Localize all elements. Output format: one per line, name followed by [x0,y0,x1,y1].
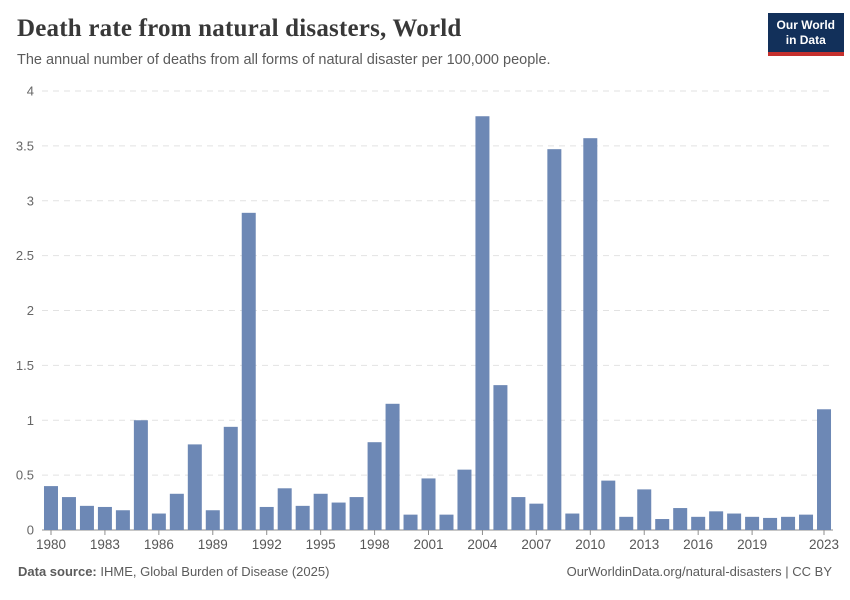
bar-2001[interactable] [421,478,436,530]
bar-1988[interactable] [187,444,202,530]
bar-chart: 0 0.5 1 1.5 2 2.5 3 3.5 4 1980 1983 1986 1989 1992 199… [16,84,839,553]
bar-1995[interactable] [313,493,328,530]
x-tick-label-2013: 2013 [629,537,659,552]
bar-2006[interactable] [511,497,526,530]
x-tick-label-2019: 2019 [737,537,767,552]
x-tick-label-1989: 1989 [198,537,228,552]
data-source: Data source: IHME, Global Burden of Dise… [18,564,329,579]
bar-2021[interactable] [781,516,796,530]
bar-1981[interactable] [61,497,76,530]
chart-header: Death rate from natural disasters, World… [17,15,757,68]
bar-2005[interactable] [493,385,508,530]
bar-2008[interactable] [547,149,562,530]
bar-1986[interactable] [151,513,166,530]
bar-2011[interactable] [601,480,616,530]
bar-2014[interactable] [655,519,670,530]
x-tick-label-1995: 1995 [306,537,336,552]
x-tick-label-1992: 1992 [252,537,282,552]
x-tick-label-1986: 1986 [144,537,174,552]
x-tick-label-1983: 1983 [90,537,120,552]
bar-1990[interactable] [223,426,238,530]
y-tick-label-1: 1 [27,413,34,428]
bar-1984[interactable] [115,510,130,530]
bar-2020[interactable] [763,517,778,530]
bar-2004[interactable] [475,116,490,531]
bar-2019[interactable] [745,516,760,530]
bar-2018[interactable] [727,513,742,530]
bar-1997[interactable] [349,497,364,530]
data-source-label: Data source: [18,564,97,579]
bar-2013[interactable] [637,489,652,530]
bar-2003[interactable] [457,469,472,530]
bar-1992[interactable] [259,506,274,530]
x-tick-label-2004: 2004 [467,537,498,552]
bar-1987[interactable] [169,493,184,530]
bar-2023[interactable] [817,409,832,530]
data-source-text: IHME, Global Burden of Disease (2025) [96,564,330,579]
y-tick-label-4: 4 [27,84,34,99]
bar-2009[interactable] [565,513,580,530]
x-tick-label-2010: 2010 [575,537,605,552]
bar-2017[interactable] [709,511,724,530]
chart-title: Death rate from natural disasters, World [17,15,462,42]
bar-2016[interactable] [691,516,706,530]
x-tick-label-1998: 1998 [360,537,390,552]
bar-2010[interactable] [583,138,598,530]
owid-logo-line2: in Data [785,33,826,47]
bar-2000[interactable] [403,514,418,530]
bar-1998[interactable] [367,442,382,530]
footer-citation-link[interactable]: OurWorldinData.org/natural-disasters | C… [566,564,832,579]
bar-1985[interactable] [133,420,148,530]
bar-1999[interactable] [385,403,400,530]
y-tick-label-0.5: 0.5 [16,468,34,483]
owid-logo-line1: Our World [776,18,835,32]
y-tick-label-3: 3 [27,193,34,208]
y-tick-label-2.5: 2.5 [16,248,34,263]
bar-1989[interactable] [205,510,220,530]
bar-1982[interactable] [79,505,94,530]
bar-1994[interactable] [295,505,310,530]
x-tick-label-2016: 2016 [683,537,713,552]
x-tick-label-2001: 2001 [413,537,443,552]
bar-1993[interactable] [277,488,292,530]
bar-2007[interactable] [529,503,544,530]
bar-1980[interactable] [43,486,58,530]
bar-2012[interactable] [619,516,634,530]
owid-logo[interactable]: Our World in Data [767,13,844,56]
bar-2015[interactable] [673,508,688,530]
bar-1991[interactable] [241,212,256,530]
bar-2022[interactable] [799,514,814,530]
x-tick-label-1980: 1980 [36,537,66,552]
y-tick-label-1.5: 1.5 [16,358,34,373]
chart-subtitle: The annual number of deaths from all for… [17,52,551,68]
x-tick-label-2023: 2023 [809,537,839,552]
bar-2002[interactable] [439,514,454,530]
y-tick-label-2: 2 [27,303,34,318]
bar-1983[interactable] [97,506,112,530]
y-tick-label-3.5: 3.5 [16,138,34,153]
x-tick-label-2007: 2007 [521,537,551,552]
y-tick-label-0: 0 [27,523,34,538]
bar-1996[interactable] [331,502,346,530]
chart-footer: Data source: IHME, Global Burden of Dise… [18,564,832,579]
